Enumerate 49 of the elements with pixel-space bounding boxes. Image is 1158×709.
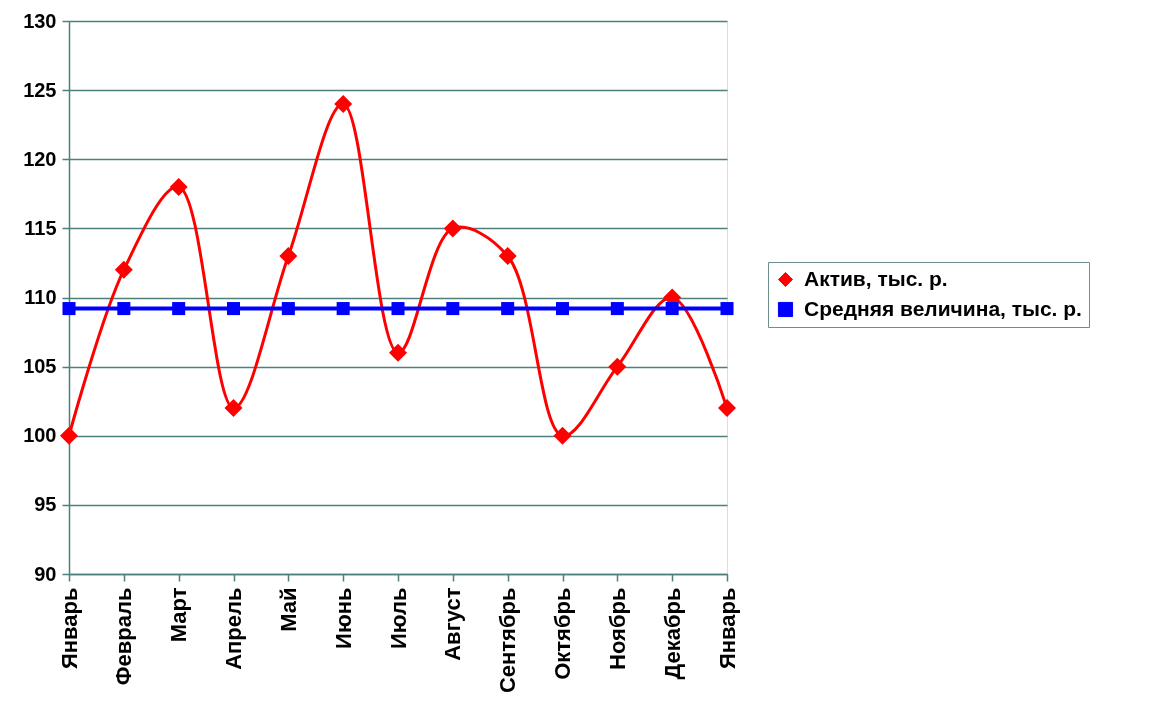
- x-tick-label: Январь: [714, 587, 740, 670]
- y-tick-label: 105: [23, 355, 57, 378]
- point: [389, 343, 407, 362]
- x-tick-label: Май: [275, 587, 301, 632]
- point: [169, 177, 188, 196]
- y-tick-label: 110: [24, 286, 57, 308]
- x-tick-label: Декабрь: [659, 587, 685, 680]
- point: [498, 247, 517, 266]
- x-tick-label: Февраль: [111, 587, 137, 686]
- point: [501, 302, 515, 316]
- point: [114, 260, 133, 279]
- y-tick-label: 120: [23, 147, 57, 170]
- point: [553, 426, 572, 445]
- point: [610, 302, 624, 316]
- point: [720, 302, 734, 316]
- legend-label: Актив, тыс. р.: [804, 266, 948, 290]
- point: [60, 426, 78, 445]
- point: [281, 302, 295, 316]
- x-tick-label: Июнь: [330, 587, 356, 649]
- x-tick-label: Ноябрь: [604, 587, 630, 670]
- x-tick-label: Сентябрь: [495, 587, 521, 694]
- point: [443, 219, 462, 238]
- x-tick-label: Июль: [385, 587, 411, 650]
- point: [555, 302, 570, 316]
- x-tick-label: Январь: [56, 587, 82, 670]
- x-tick-label: Октябрь: [550, 587, 575, 680]
- point: [117, 302, 131, 316]
- point: [279, 247, 298, 266]
- legend-label: Средняя величина, тыс. р.: [804, 296, 1082, 320]
- y-tick-label: 125: [23, 78, 57, 101]
- y-tick-label: 130: [23, 9, 57, 32]
- point: [446, 302, 460, 316]
- y-tick-label: 115: [24, 216, 57, 239]
- point: [718, 399, 736, 418]
- x-tick-label: Апрель: [221, 587, 246, 670]
- y-tick-label: 90: [34, 562, 57, 585]
- y-tick-label: 95: [34, 493, 57, 516]
- point: [391, 302, 405, 316]
- point: [172, 302, 186, 316]
- point: [665, 302, 679, 316]
- point: [336, 302, 350, 316]
- y-tick-label: 100: [23, 424, 57, 447]
- point: [62, 302, 76, 316]
- x-tick-label: Март: [166, 587, 192, 643]
- x-tick-label: Август: [440, 587, 466, 661]
- point: [334, 94, 353, 113]
- point: [608, 357, 627, 376]
- point: [224, 399, 243, 418]
- point: [226, 302, 241, 316]
